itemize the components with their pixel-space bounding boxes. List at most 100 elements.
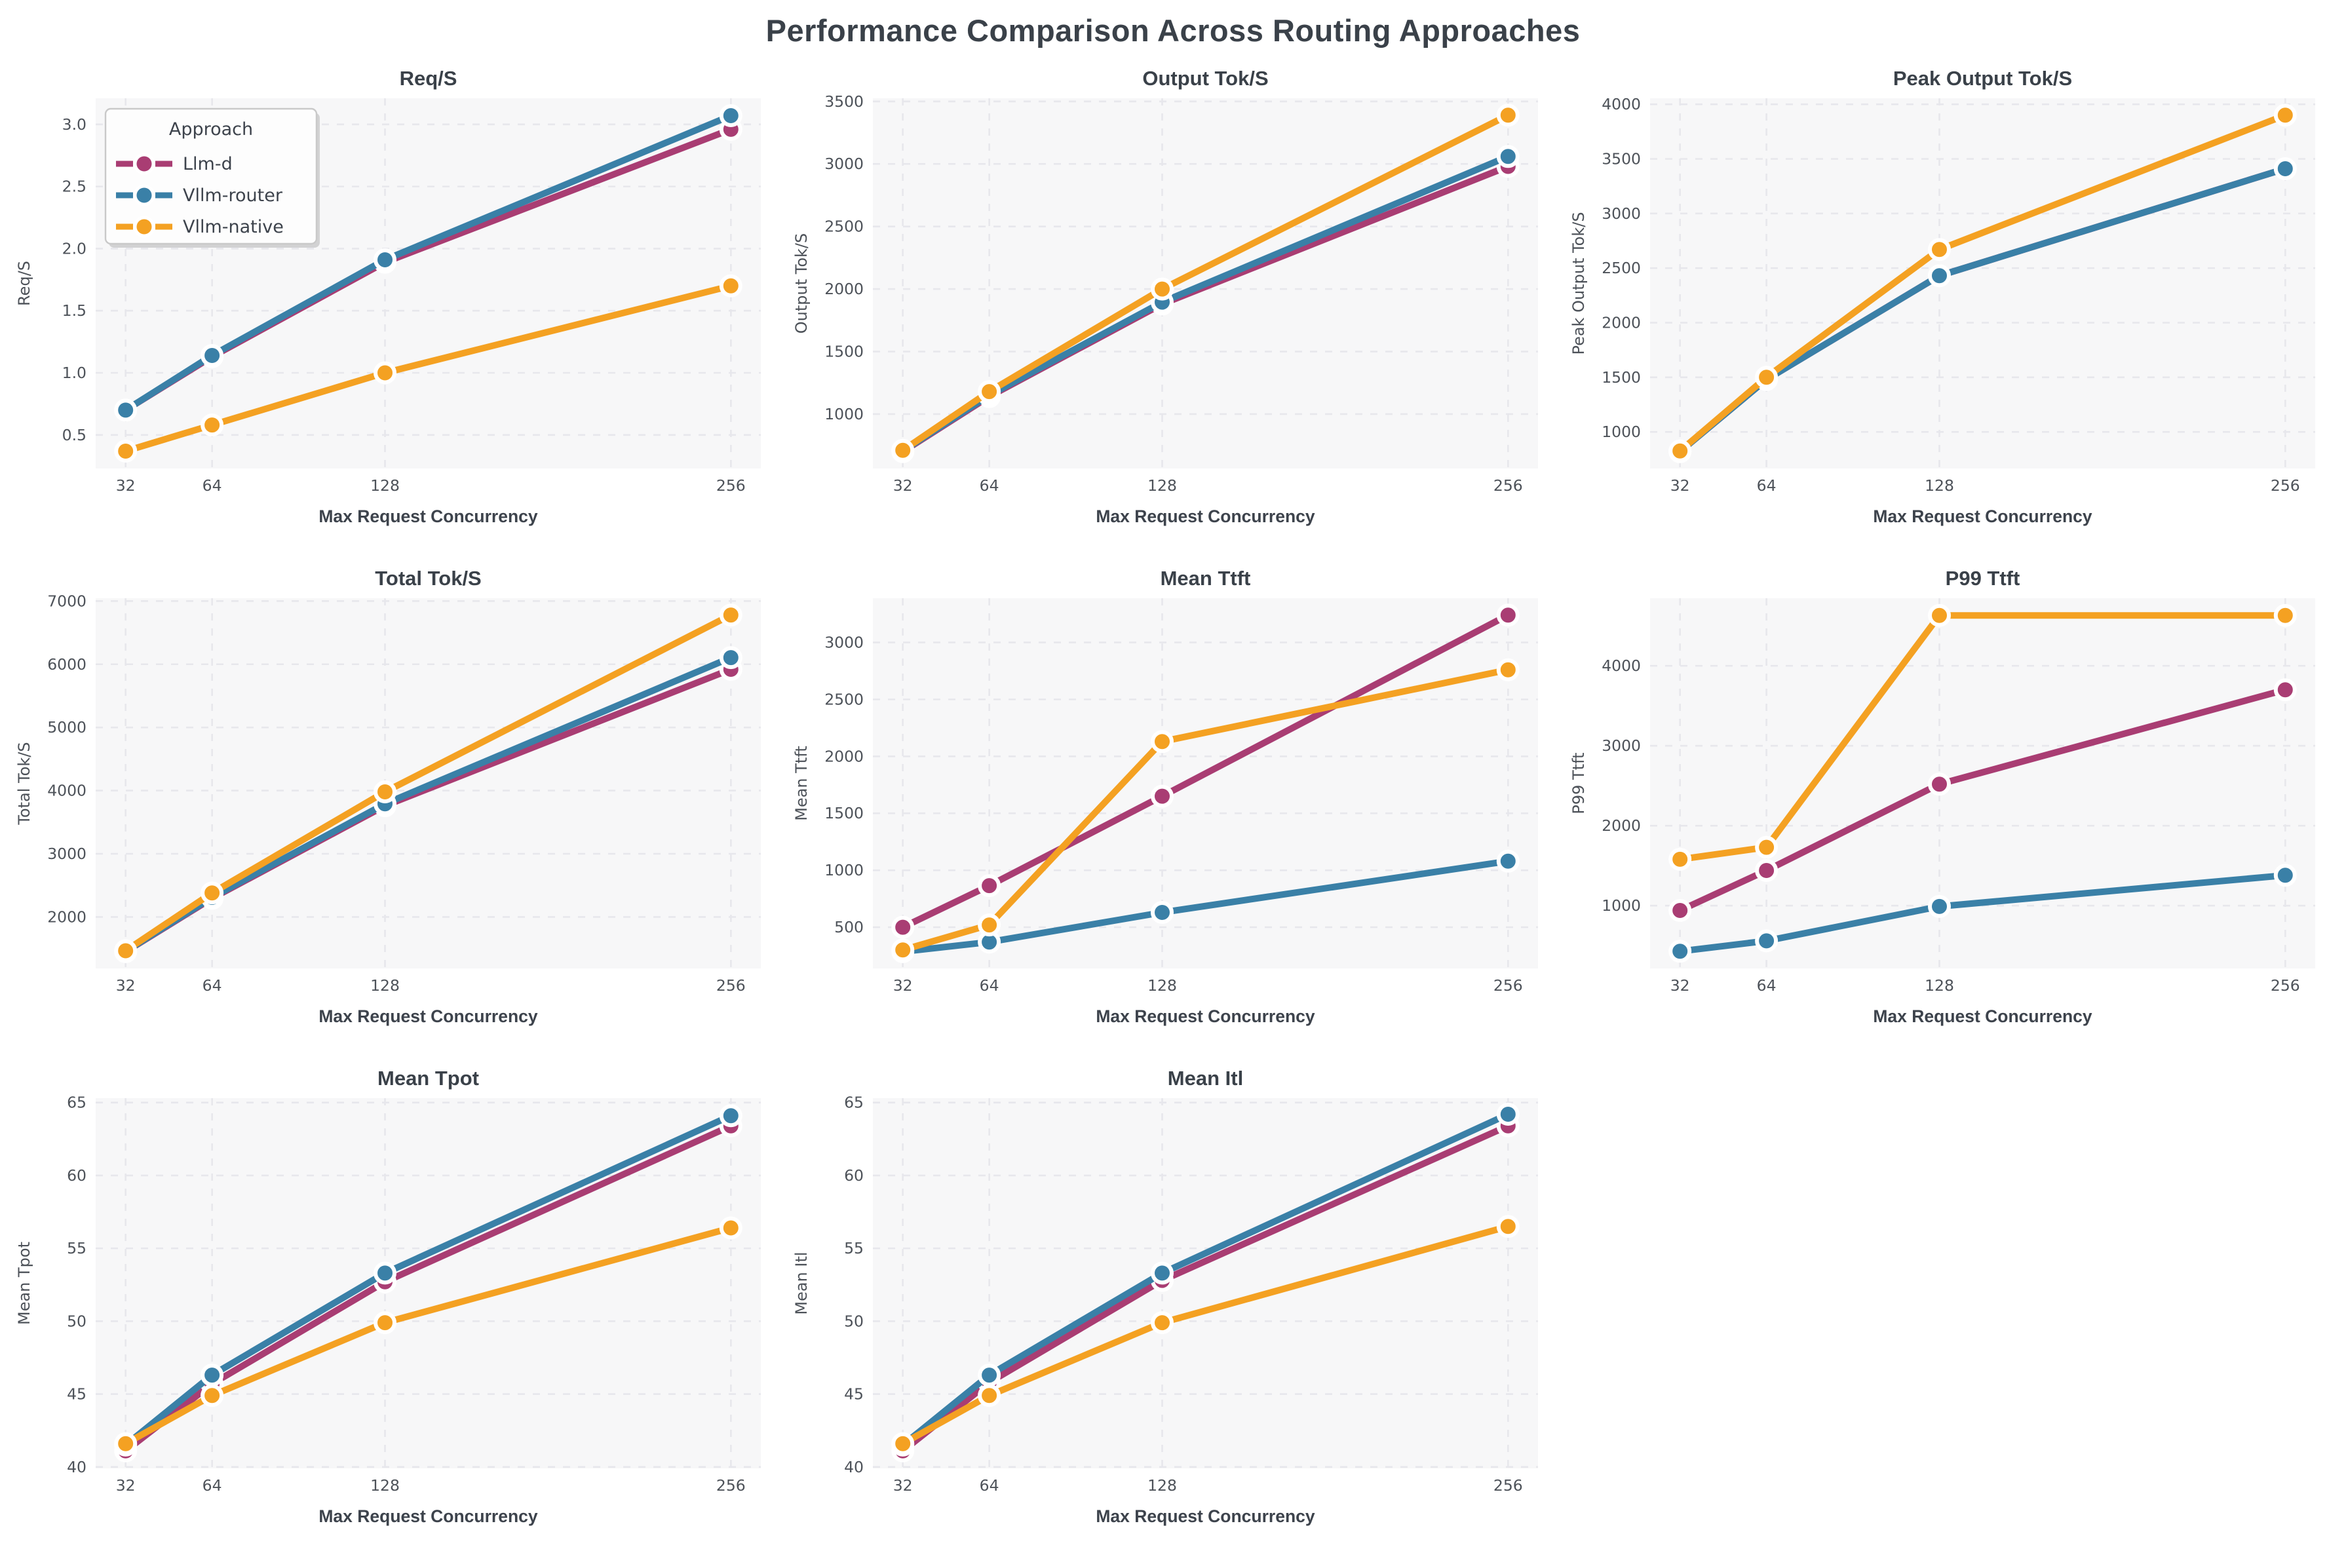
subplot-req-s: Req/S 0.5 1.0 1.5 2.0 2.5 3.0 32 64 128 256 Max Req… [7, 60, 784, 560]
x-tick-label: 64 [202, 476, 222, 495]
legend-title: Approach [169, 119, 253, 140]
x-tick-label: 128 [370, 1476, 400, 1495]
series-marker-llm-d [1151, 784, 1174, 808]
y-tick-label: 0.5 [62, 426, 87, 444]
subplot-title: P99 Ttft [1946, 567, 2020, 590]
y-tick-label: 2500 [824, 690, 864, 708]
y-tick-label: 50 [67, 1312, 87, 1330]
y-tick-label: 50 [844, 1312, 864, 1330]
legend-item-label: Vllm-native [183, 217, 284, 237]
series-line-vllm-native [122, 611, 735, 954]
x-axis-label: Max Request Concurrency [318, 1006, 538, 1026]
series-marker-vllm-native [891, 1432, 915, 1455]
y-tick-label: 4000 [1602, 657, 1641, 675]
legend-item-label: Vllm-router [183, 185, 283, 206]
x-axis-label: Max Request Concurrency [318, 507, 538, 526]
x-tick-label: 128 [1925, 976, 1954, 995]
series-marker-vllm-native [1151, 730, 1174, 754]
series-line-vllm-router [899, 858, 1512, 955]
series-marker-vllm-native [891, 938, 915, 962]
y-tick-label: 2.0 [62, 239, 87, 258]
series-marker-vllm-native [1668, 439, 1692, 463]
legend: Approach Llm-d Vllm-router Vllm-native [104, 107, 320, 248]
y-tick-label: 6000 [47, 655, 87, 674]
legend-item-vllm-router: Vllm-router [116, 184, 283, 206]
y-tick-label: 3000 [824, 155, 864, 173]
subplot-total-tok-s: Total Tok/S 2000 3000 4000 5000 6000 7000 32 64 1… [7, 560, 784, 1060]
series-line-vllm-native [899, 1223, 1512, 1447]
y-axis-label: Mean Tpot [15, 1242, 33, 1325]
series-line-vllm-native [899, 111, 1512, 454]
series-marker-vllm-native [1496, 104, 1520, 127]
y-axis-label: P99 Ttft [1569, 752, 1588, 814]
y-tick-label: 40 [67, 1458, 87, 1476]
series-marker-vllm-native [114, 1432, 138, 1455]
series-marker-vllm-native [2273, 603, 2297, 627]
x-tick-label: 64 [980, 1476, 999, 1495]
x-axis-label: Max Request Concurrency [1096, 1506, 1315, 1526]
series-marker-vllm-router [1496, 849, 1520, 873]
y-tick-label: 2000 [47, 908, 87, 926]
series-marker-vllm-native [978, 913, 1001, 937]
chart-svg-mean-tpot: Mean Tpot 40 45 50 55 60 65 32 64 128 256 Max Reque… [15, 1067, 761, 1526]
x-tick-label: 64 [202, 976, 222, 995]
y-axis-label: Total Tok/S [15, 742, 33, 825]
series-line-vllm-native [1676, 612, 2289, 863]
series-marker-llm-d [1928, 773, 1951, 796]
series-marker-vllm-router [1668, 940, 1692, 963]
series-marker-llm-d [1496, 603, 1520, 627]
y-tick-label: 1.5 [62, 301, 87, 320]
series-marker-vllm-router [2273, 864, 2297, 887]
chart-svg-mean-itl: Mean Itl 40 45 50 55 60 65 32 64 128 256 Max Reques… [792, 1067, 1538, 1526]
y-tick-label: 1.0 [62, 364, 87, 382]
x-tick-label: 256 [1493, 476, 1523, 495]
y-tick-label: 3.0 [62, 115, 87, 134]
y-tick-label: 1500 [824, 343, 864, 361]
x-tick-label: 64 [980, 976, 999, 995]
x-axis-label: Max Request Concurrency [1096, 507, 1315, 526]
x-tick-label: 32 [1670, 476, 1690, 495]
y-tick-label: 1000 [824, 405, 864, 423]
series-marker-vllm-native [1755, 835, 1779, 859]
y-tick-label: 1000 [824, 861, 864, 879]
series-marker-vllm-router [2273, 157, 2297, 180]
series-marker-vllm-native [719, 603, 742, 627]
y-tick-label: 4000 [47, 782, 87, 800]
subplot-p99-ttft: P99 Ttft 1000 2000 3000 4000 32 64 128 256 Max Re… [1562, 560, 2339, 1060]
series-line-vllm-router [899, 1111, 1512, 1449]
series-marker-vllm-native [201, 413, 224, 437]
y-axis-label: Peak Output Tok/S [1569, 212, 1588, 354]
y-tick-label: 7000 [47, 592, 87, 610]
x-tick-label: 32 [893, 976, 913, 995]
x-tick-label: 128 [370, 476, 400, 495]
x-axis-label: Max Request Concurrency [1873, 507, 2092, 526]
series-marker-vllm-native [2273, 104, 2297, 127]
x-tick-label: 32 [893, 476, 913, 495]
legend-box [104, 107, 318, 245]
legend-marker-icon [133, 153, 155, 175]
series-marker-vllm-native [201, 881, 224, 905]
series-marker-vllm-router [201, 1364, 224, 1387]
x-axis-label: Max Request Concurrency [318, 1506, 538, 1526]
chart-svg-total-tok-s: Total Tok/S 2000 3000 4000 5000 6000 7000 32 64 1… [15, 567, 761, 1026]
series-marker-vllm-native [719, 274, 742, 297]
subplot-title: Req/S [400, 67, 457, 90]
x-tick-label: 64 [1757, 976, 1777, 995]
series-marker-vllm-router [978, 1364, 1001, 1387]
y-axis-label: Output Tok/S [792, 233, 811, 334]
series-marker-vllm-native [891, 438, 915, 462]
chart-svg-p99-ttft: P99 Ttft 1000 2000 3000 4000 32 64 128 256 Max Re… [1569, 567, 2315, 1026]
subplot-title: Mean Ttft [1161, 567, 1251, 590]
series-marker-llm-d [978, 874, 1001, 898]
y-axis-label: Mean Itl [792, 1252, 811, 1314]
series-marker-vllm-router [719, 646, 742, 670]
y-tick-label: 500 [834, 918, 864, 936]
x-tick-label: 32 [116, 976, 136, 995]
series-marker-llm-d [1755, 859, 1779, 882]
series-marker-vllm-native [1668, 847, 1692, 871]
x-tick-label: 128 [1925, 476, 1954, 495]
legend-marker-icon [133, 216, 155, 238]
series-marker-vllm-native [1151, 1311, 1174, 1335]
subplot-title: Output Tok/S [1142, 67, 1268, 90]
